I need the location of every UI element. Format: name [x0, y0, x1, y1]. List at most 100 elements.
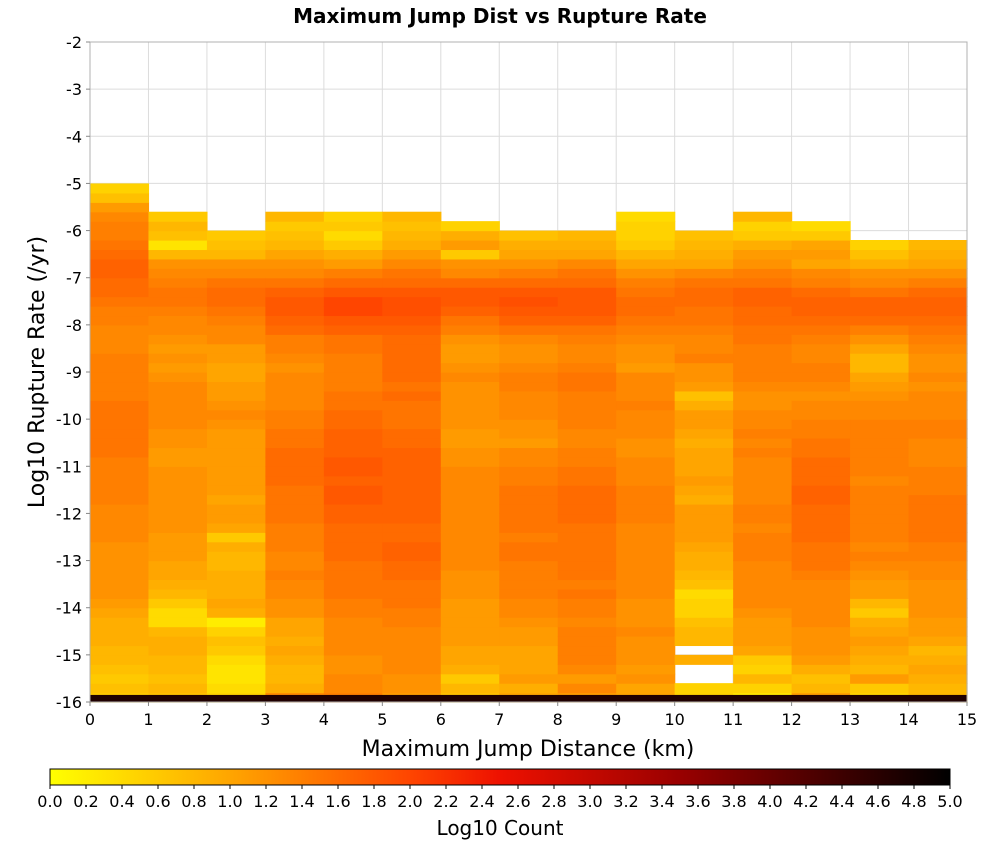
- heatmap-cell: [557, 419, 617, 430]
- heatmap-cell: [440, 258, 500, 269]
- heatmap-cell: [265, 381, 325, 392]
- heatmap-cell: [557, 607, 617, 618]
- heatmap-cell: [440, 334, 500, 345]
- heatmap-cell: [499, 372, 559, 383]
- heatmap-cell: [733, 353, 793, 364]
- heatmap-cell: [382, 287, 442, 298]
- heatmap-cell: [733, 400, 793, 411]
- heatmap-cell: [908, 598, 968, 609]
- heatmap-cell: [908, 372, 968, 383]
- heatmap-cell: [90, 532, 150, 543]
- heatmap-cell: [674, 400, 734, 411]
- heatmap-cell: [850, 258, 910, 269]
- heatmap-cell: [850, 579, 910, 590]
- heatmap-cell: [733, 456, 793, 467]
- heatmap-cell: [440, 268, 500, 279]
- heatmap-cell: [791, 362, 851, 373]
- heatmap-cell: [557, 287, 617, 298]
- heatmap-cell: [616, 522, 676, 533]
- heatmap-cell: [557, 240, 617, 251]
- heatmap-cell: [382, 673, 442, 684]
- heatmap-cell: [382, 381, 442, 392]
- heatmap-cell: [148, 249, 208, 260]
- heatmap-cell: [908, 541, 968, 552]
- heatmap-cell: [323, 494, 383, 505]
- colorbar-tick-label: 0.8: [181, 792, 206, 811]
- heatmap-cell: [206, 362, 266, 373]
- heatmap-cell: [206, 551, 266, 562]
- heatmap-cell: [674, 654, 734, 665]
- heatmap-cell: [791, 438, 851, 449]
- heatmap-bottom-band: [90, 694, 967, 702]
- heatmap-cell: [908, 353, 968, 364]
- heatmap-cell: [850, 551, 910, 562]
- heatmap-cell: [382, 522, 442, 533]
- heatmap-cell: [733, 372, 793, 383]
- heatmap-cell: [850, 419, 910, 430]
- heatmap-cell: [440, 513, 500, 524]
- heatmap-cell: [382, 362, 442, 373]
- heatmap-cell: [733, 447, 793, 458]
- heatmap-cell: [323, 343, 383, 354]
- x-tick-label: 7: [494, 710, 504, 729]
- heatmap-cell: [733, 570, 793, 581]
- heatmap-cell: [791, 268, 851, 279]
- x-tick-label: 14: [898, 710, 918, 729]
- heatmap-cell: [382, 570, 442, 581]
- heatmap-cell: [265, 296, 325, 307]
- heatmap-cell: [148, 570, 208, 581]
- heatmap-cell: [850, 513, 910, 524]
- heatmap-cell: [674, 522, 734, 533]
- heatmap-cell: [90, 626, 150, 637]
- heatmap-cell: [323, 362, 383, 373]
- heatmap-cell: [791, 673, 851, 684]
- heatmap-cell: [557, 494, 617, 505]
- heatmap-cell: [265, 277, 325, 288]
- y-axis-ticks: -2 -3 -4 -5 -6 -7 -8 -9 -10 -11 -12 -13 -14 -15 -16: [56, 33, 90, 712]
- heatmap-cell: [265, 636, 325, 647]
- heatmap-cell: [148, 598, 208, 609]
- heatmap-cell: [908, 438, 968, 449]
- heatmap-cell: [148, 456, 208, 467]
- heatmap-cell: [323, 560, 383, 571]
- heatmap-cell: [908, 466, 968, 477]
- heatmap-cell: [148, 287, 208, 298]
- heatmap-cell: [850, 570, 910, 581]
- heatmap-cell: [148, 296, 208, 307]
- heatmap-cell: [265, 485, 325, 496]
- heatmap-cell: [382, 654, 442, 665]
- heatmap-cell: [382, 626, 442, 637]
- heatmap-cell: [265, 607, 325, 618]
- x-tick-label: 10: [664, 710, 684, 729]
- heatmap-cell: [206, 513, 266, 524]
- heatmap-cell: [557, 230, 617, 241]
- heatmap-cell: [90, 466, 150, 477]
- heatmap-cell: [90, 588, 150, 599]
- heatmap-cell: [733, 268, 793, 279]
- heatmap-cell: [265, 456, 325, 467]
- heatmap-cell: [323, 211, 383, 222]
- heatmap-cell: [733, 428, 793, 439]
- heatmap-cell: [382, 324, 442, 335]
- heatmap-cell: [557, 560, 617, 571]
- y-tick-label: -5: [66, 174, 82, 193]
- heatmap-cell: [323, 390, 383, 401]
- heatmap-cell: [733, 211, 793, 222]
- heatmap-cell: [557, 551, 617, 562]
- heatmap-cell: [90, 324, 150, 335]
- heatmap-cell: [557, 541, 617, 552]
- colorbar-tick-label: 3.2: [613, 792, 638, 811]
- heatmap-cell: [674, 485, 734, 496]
- heatmap-cell: [850, 296, 910, 307]
- heatmap-cell: [499, 645, 559, 656]
- heatmap-cell: [616, 343, 676, 354]
- heatmap-cell: [499, 588, 559, 599]
- heatmap-cell: [791, 409, 851, 420]
- heatmap-cell: [733, 315, 793, 326]
- heatmap-cell: [908, 315, 968, 326]
- heatmap-cell: [908, 390, 968, 401]
- heatmap-cell: [557, 617, 617, 628]
- heatmap-cell: [499, 390, 559, 401]
- heatmap-cell: [90, 617, 150, 628]
- heatmap-cell: [499, 617, 559, 628]
